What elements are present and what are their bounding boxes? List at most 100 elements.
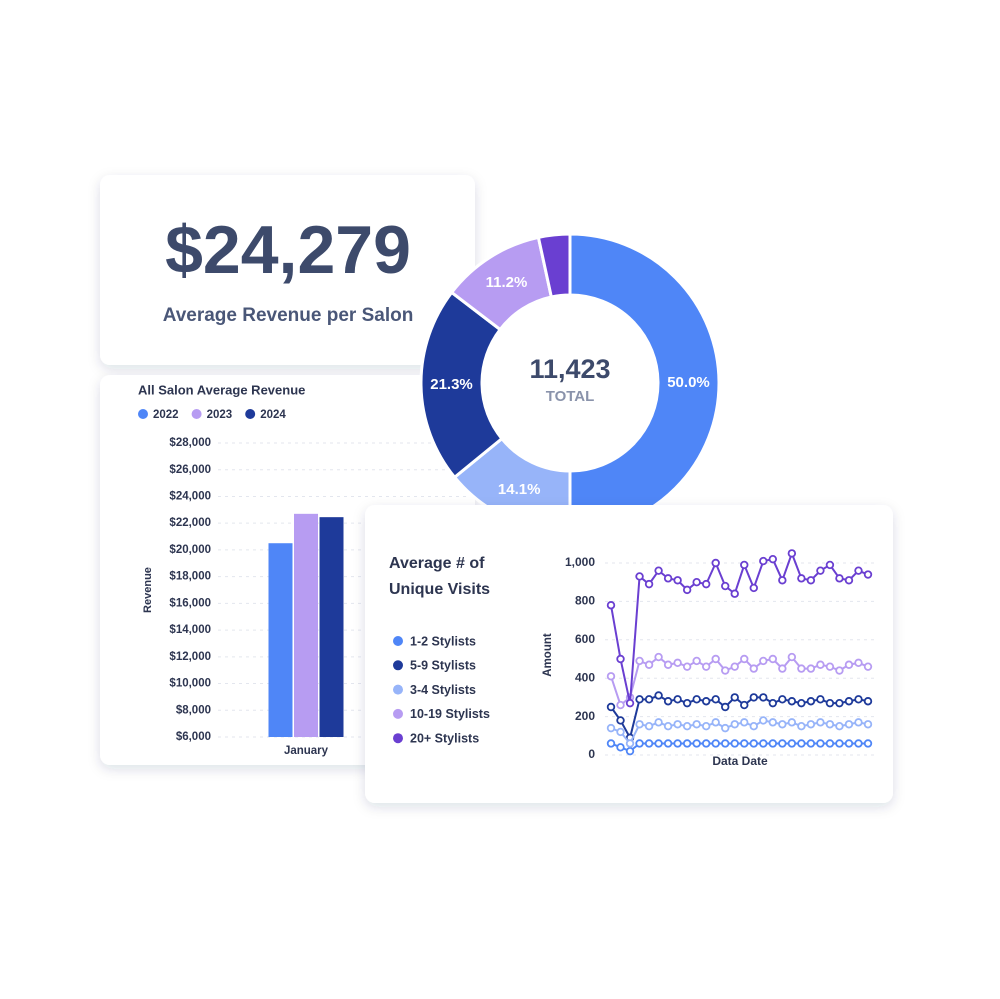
data-point <box>644 660 654 669</box>
data-point <box>616 716 625 725</box>
legend-swatch <box>138 409 148 419</box>
data-point <box>863 720 873 729</box>
y-tick-label: 0 <box>588 747 595 761</box>
legend-swatch <box>393 660 403 671</box>
data-point <box>730 589 739 598</box>
legend-swatch <box>393 733 403 744</box>
y-tick-label: $16,000 <box>169 597 211 609</box>
y-tick-label: $24,000 <box>169 490 211 502</box>
data-point <box>673 576 682 585</box>
data-point <box>616 700 625 710</box>
y-tick-label: $28,000 <box>169 437 211 449</box>
card <box>100 175 475 365</box>
data-point <box>606 672 616 681</box>
legend-label: 1-2 Stylists <box>410 634 476 648</box>
data-point <box>787 739 797 748</box>
data-point <box>663 697 673 706</box>
data-point <box>625 739 635 748</box>
data-point <box>711 695 720 704</box>
data-point <box>692 578 701 587</box>
data-point <box>654 566 663 575</box>
data-point <box>816 739 825 748</box>
y-tick-label: $8,000 <box>176 704 211 716</box>
data-point <box>682 739 692 748</box>
data-point <box>787 718 797 727</box>
legend-swatch <box>191 409 202 419</box>
data-point <box>644 579 654 589</box>
data-point <box>701 579 711 589</box>
data-point <box>682 585 692 595</box>
center-label: TOTAL <box>546 388 595 405</box>
data-point <box>644 739 654 748</box>
data-point <box>721 666 730 675</box>
data-point <box>854 695 863 704</box>
y-tick-label: 600 <box>575 632 595 646</box>
y-tick-label: 1,000 <box>565 555 595 569</box>
legend-label: 20+ Stylists <box>410 731 479 745</box>
data-point <box>711 654 720 664</box>
data-point <box>759 739 768 748</box>
data-point <box>787 697 797 706</box>
title-box: Average # of Unique Visits <box>389 555 490 598</box>
data-point <box>663 574 673 583</box>
legend-swatch <box>393 708 403 719</box>
data-point <box>606 702 616 712</box>
data-point <box>759 656 768 666</box>
data-point <box>740 718 749 727</box>
data-point <box>816 660 825 669</box>
data-point <box>625 746 635 756</box>
data-point <box>635 739 644 748</box>
data-point <box>606 601 616 610</box>
data-point <box>835 666 844 675</box>
data-point <box>759 556 768 566</box>
data-point <box>654 739 663 748</box>
legend-swatch <box>245 409 256 419</box>
x-axis-label: Data Date <box>712 754 768 768</box>
data-point <box>749 739 758 748</box>
data-point <box>721 723 730 733</box>
legend-label: 2022 <box>153 409 179 421</box>
bar <box>319 517 344 737</box>
slice-label: 21.3% <box>430 376 473 393</box>
data-point <box>806 720 816 729</box>
data-point <box>682 698 692 708</box>
data-point <box>682 662 692 671</box>
data-point <box>797 739 806 748</box>
data-point <box>701 739 711 748</box>
data-point <box>797 664 806 673</box>
data-point <box>673 695 682 704</box>
series-line <box>610 742 868 753</box>
data-point <box>863 570 873 579</box>
data-point <box>749 664 758 673</box>
data-point <box>663 722 673 731</box>
data-point <box>721 581 730 591</box>
data-point <box>730 693 739 702</box>
data-point <box>844 660 854 669</box>
data-point <box>778 664 787 673</box>
y-tick-label: 800 <box>575 594 595 608</box>
y-tick-label: 400 <box>575 670 595 684</box>
data-point <box>778 739 787 748</box>
data-point <box>835 722 844 731</box>
data-point <box>721 702 730 712</box>
data-point <box>825 739 835 748</box>
data-point <box>673 739 682 748</box>
y-tick-label: 200 <box>575 709 595 723</box>
data-point <box>721 739 730 748</box>
data-point <box>730 720 739 729</box>
data-point <box>835 574 844 583</box>
data-point <box>635 695 644 704</box>
data-point <box>854 658 863 668</box>
y-tick-label: $22,000 <box>169 517 211 529</box>
data-point <box>606 723 616 733</box>
data-point <box>673 720 682 729</box>
data-point <box>816 718 825 727</box>
legend-swatch <box>393 636 403 646</box>
kpi-label: Average Revenue per Salon <box>163 305 414 326</box>
data-point <box>768 718 778 727</box>
data-point <box>682 722 692 731</box>
data-point <box>863 739 873 748</box>
data-point <box>692 656 701 666</box>
data-point <box>663 660 673 669</box>
